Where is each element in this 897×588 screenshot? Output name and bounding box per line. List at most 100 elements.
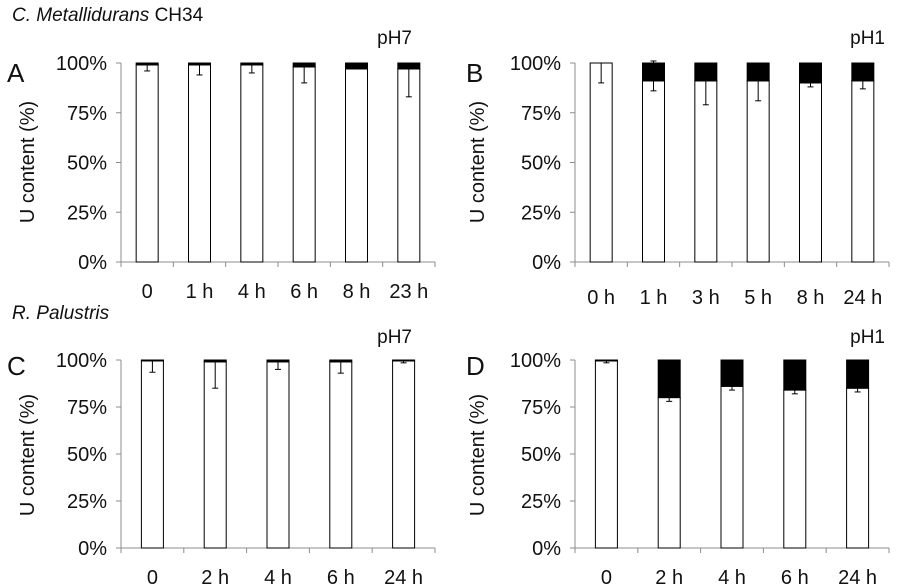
row-title-rhodopseudomonas: R. Palustris (12, 304, 109, 323)
y-tick-label-a: 75% (67, 103, 107, 125)
y-tick-label-a: 25% (67, 202, 107, 224)
bar-upper-a-1 (188, 62, 211, 66)
bar-upper-a-2 (240, 62, 264, 66)
x-tick-label-a-3: 6 h (290, 281, 318, 303)
x-tick-label-c-4: 24 h (384, 567, 423, 588)
bar-lower-c-1 (203, 361, 227, 549)
bar-upper-a-5 (397, 62, 421, 70)
y-tick-label-c: 25% (67, 491, 107, 513)
bar-upper-a-0 (135, 62, 159, 66)
y-axis-label-b: U content (%) (467, 101, 489, 223)
x-tick-label-c-1: 2 h (201, 567, 229, 588)
x-tick-label-d-0: 0 (601, 567, 612, 588)
x-tick-label-c-3: 6 h (327, 567, 355, 588)
y-axis-label-c: U content (%) (17, 394, 39, 516)
bar-upper-d-2 (720, 359, 744, 387)
y-axis-label-a: U content (%) (17, 101, 39, 223)
bar-lower-d-4 (846, 387, 870, 549)
x-tick-label-d-1: 2 h (655, 567, 683, 588)
condition-label-c: pH7 (377, 327, 412, 348)
row-title-cupriavidus: C. Metallidurans CH34 (12, 6, 203, 25)
bar-lower-a-2 (240, 64, 264, 263)
condition-label-d: pH1 (850, 327, 885, 348)
x-tick-label-d-4: 24 h (838, 567, 877, 588)
bar-lower-a-3 (292, 66, 316, 263)
bar-upper-b-1 (642, 62, 665, 82)
bar-upper-d-0 (594, 359, 618, 362)
bar-upper-a-4 (345, 62, 368, 70)
bar-lower-b-1 (642, 80, 665, 263)
y-tick-label-d: 0% (532, 538, 561, 560)
bar-lower-a-0 (135, 64, 159, 263)
bar-upper-d-4 (846, 359, 870, 389)
x-tick-label-d-3: 6 h (781, 567, 809, 588)
y-tick-label-d: 50% (521, 444, 561, 466)
bar-lower-d-0 (594, 360, 618, 549)
x-tick-label-a-1: 1 h (186, 281, 214, 303)
y-tick-label-d: 25% (521, 491, 561, 513)
row-title-strain: CH34 (154, 5, 204, 26)
y-axis-label-d: U content (%) (467, 394, 489, 516)
bar-lower-b-4 (799, 82, 822, 263)
bar-upper-d-3 (783, 359, 807, 391)
bar-upper-b-4 (799, 62, 822, 84)
row-title-species: C. Metallidurans (12, 5, 150, 26)
bar-lower-a-5 (397, 68, 421, 263)
y-tick-label-b: 75% (521, 103, 561, 125)
bar-lower-a-1 (188, 64, 211, 263)
panel-label-c: C (7, 351, 26, 381)
y-tick-label-c: 100% (56, 350, 107, 372)
condition-label-a: pH7 (377, 28, 412, 49)
y-tick-label-c: 50% (67, 444, 107, 466)
bar-lower-c-3 (329, 361, 353, 549)
bar-upper-c-0 (140, 359, 164, 362)
bar-lower-d-3 (783, 389, 807, 549)
bar-upper-c-4 (392, 359, 416, 362)
x-tick-label-a-0: 0 (142, 281, 153, 303)
x-tick-label-c-2: 4 h (264, 567, 292, 588)
bar-upper-c-2 (266, 359, 290, 363)
x-tick-label-a-2: 4 h (238, 281, 266, 303)
bar-lower-b-3 (746, 80, 770, 263)
x-tick-label-b-4: 8 h (797, 287, 825, 309)
bar-upper-c-1 (203, 359, 227, 363)
panel-label-b: B (466, 58, 483, 88)
bar-lower-b-0 (589, 62, 613, 263)
y-tick-label-b: 25% (521, 202, 561, 224)
bar-upper-b-5 (851, 62, 875, 82)
panel-label-a: A (7, 58, 25, 88)
y-tick-label-a: 100% (56, 53, 107, 75)
bar-upper-c-3 (329, 359, 353, 363)
y-tick-label-c: 0% (78, 538, 107, 560)
x-tick-label-d-2: 4 h (718, 567, 746, 588)
y-tick-label-c: 75% (67, 397, 107, 419)
x-tick-label-b-1: 1 h (640, 287, 668, 309)
y-tick-label-a: 50% (67, 153, 107, 175)
y-tick-label-b: 100% (510, 53, 561, 75)
bar-lower-b-5 (851, 80, 875, 263)
bar-upper-b-2 (694, 62, 718, 82)
y-tick-label-d: 75% (521, 397, 561, 419)
bar-lower-d-2 (720, 385, 744, 549)
condition-label-b: pH1 (850, 28, 885, 49)
bar-lower-b-2 (694, 80, 718, 263)
x-tick-label-a-4: 8 h (343, 281, 371, 303)
panel-label-d: D (466, 351, 485, 381)
x-tick-label-b-0: 0 h (587, 287, 615, 309)
bar-lower-c-0 (140, 360, 164, 549)
y-tick-label-d: 100% (510, 350, 561, 372)
bar-upper-d-1 (657, 359, 681, 399)
x-tick-label-c-0: 0 (147, 567, 158, 588)
y-tick-label-b: 50% (521, 153, 561, 175)
bar-upper-b-3 (746, 62, 770, 82)
x-tick-label-a-5: 23 h (389, 281, 428, 303)
bar-lower-d-1 (657, 397, 681, 549)
x-tick-label-b-3: 5 h (744, 287, 772, 309)
bar-upper-a-3 (292, 62, 316, 68)
bar-lower-a-4 (345, 68, 368, 263)
x-tick-label-b-2: 3 h (692, 287, 720, 309)
y-tick-label-b: 0% (532, 252, 561, 274)
bar-lower-c-2 (266, 361, 290, 549)
x-tick-label-b-5: 24 h (843, 287, 882, 309)
